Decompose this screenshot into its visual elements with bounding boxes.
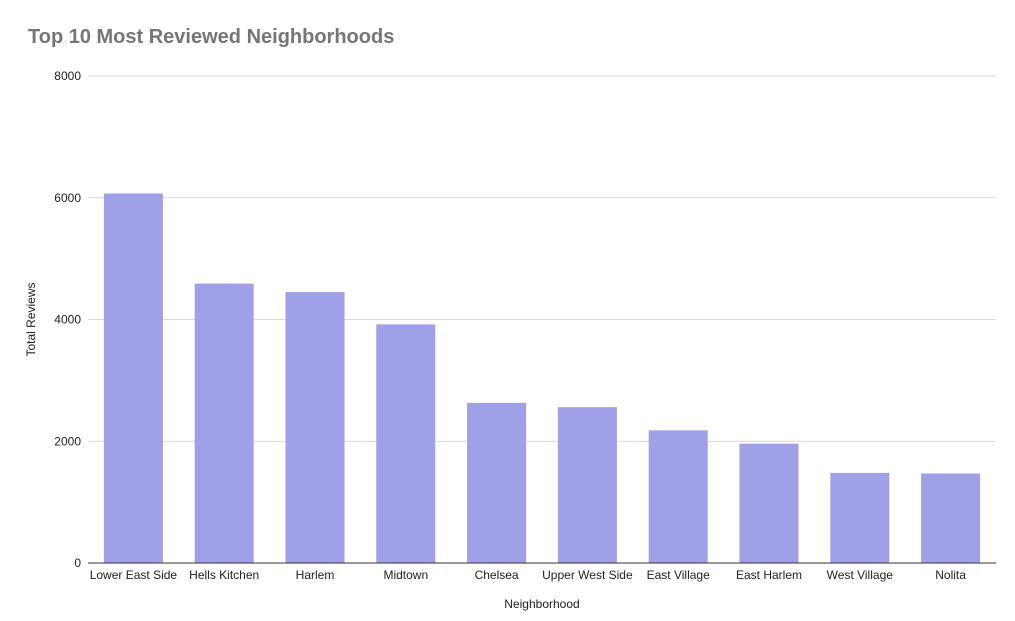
y-tick-label: 6000 bbox=[54, 191, 81, 205]
bar-harlem bbox=[285, 292, 345, 563]
y-tick-label: 8000 bbox=[54, 69, 81, 83]
x-tick-label: Hells Kitchen bbox=[189, 568, 259, 582]
chart-title: Top 10 Most Reviewed Neighborhoods bbox=[28, 26, 395, 48]
x-axis-title: Neighborhood bbox=[504, 597, 579, 611]
bar-east-village bbox=[648, 430, 708, 563]
x-tick-label: Chelsea bbox=[475, 568, 519, 582]
tick-labels: 0 2000 4000 6000 8000 Lower East Side Hells Ki… bbox=[54, 69, 966, 582]
bar-nolita bbox=[921, 473, 981, 563]
x-tick-label: Nolita bbox=[935, 568, 966, 582]
x-tick-label: East Village bbox=[647, 568, 710, 582]
bar-hells-kitchen bbox=[194, 283, 254, 563]
y-axis-title: Total Reviews bbox=[24, 282, 38, 356]
bar-chelsea bbox=[467, 402, 527, 563]
x-tick-label: Harlem bbox=[296, 568, 335, 582]
x-tick-label: Upper West Side bbox=[542, 568, 633, 582]
bar-upper-west-side bbox=[557, 407, 617, 563]
x-tick-label: Midtown bbox=[383, 568, 428, 582]
x-tick-label: Lower East Side bbox=[90, 568, 178, 582]
bars bbox=[103, 193, 981, 563]
x-tick-label: West Village bbox=[827, 568, 894, 582]
bar-lower-east-side bbox=[103, 193, 163, 563]
x-tick-label: East Harlem bbox=[736, 568, 802, 582]
bar-east-harlem bbox=[739, 443, 799, 563]
y-tick-label: 4000 bbox=[54, 313, 81, 327]
y-tick-label: 0 bbox=[74, 556, 81, 570]
bar-midtown bbox=[376, 324, 436, 563]
y-tick-label: 2000 bbox=[54, 434, 81, 448]
bar-west-village bbox=[830, 472, 890, 563]
